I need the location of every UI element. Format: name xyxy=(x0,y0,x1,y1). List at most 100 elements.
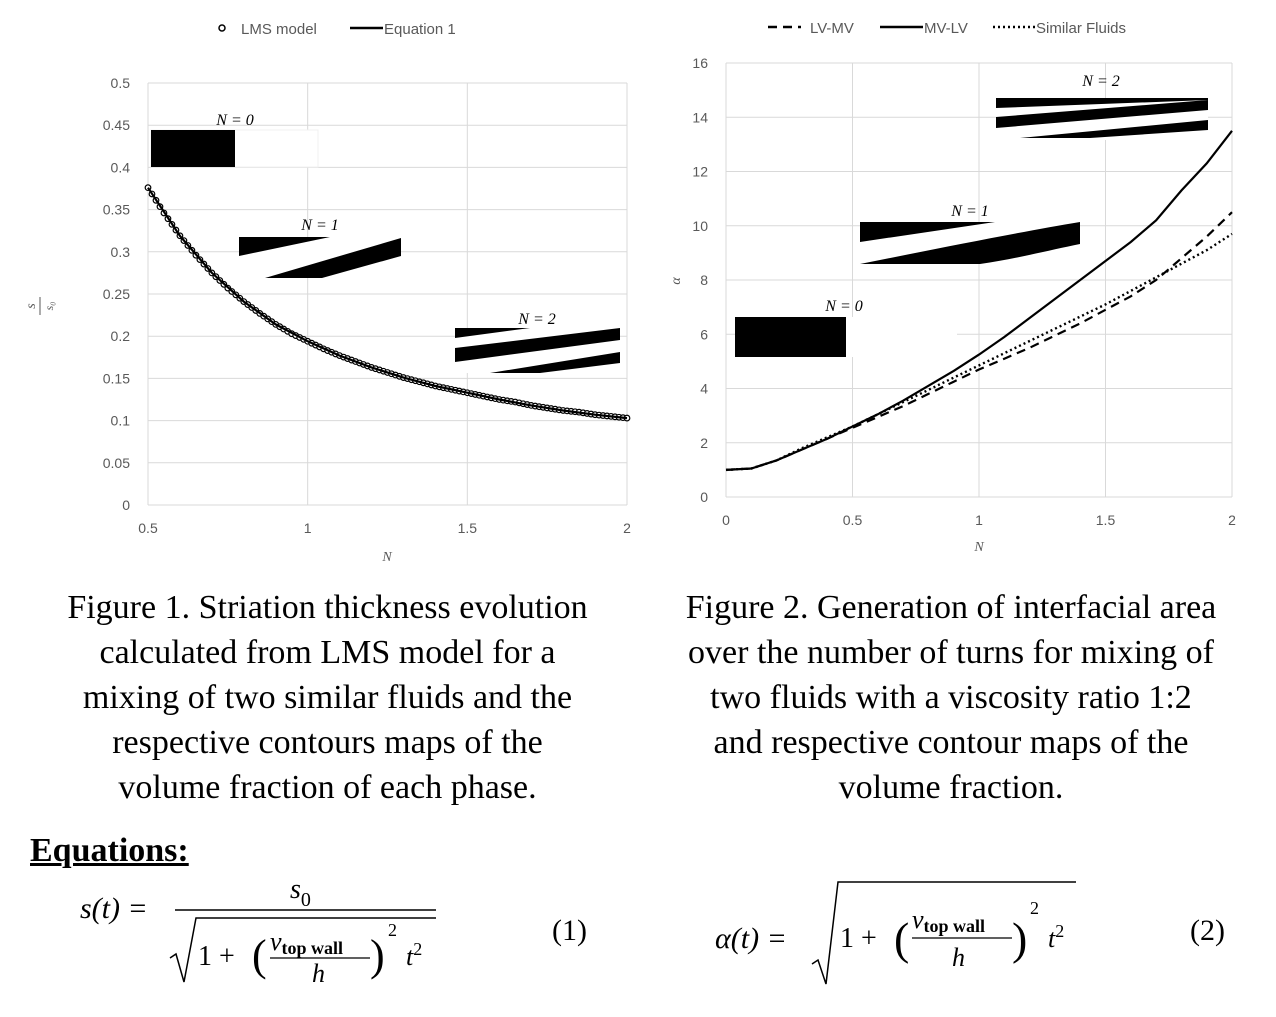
eq1-paren-left: ( xyxy=(252,931,267,980)
y-tick-label: 0 xyxy=(122,497,130,513)
y-title-numerator: s xyxy=(24,303,39,309)
chart2-y-ticks: 0 2 4 6 8 10 12 14 16 xyxy=(692,55,708,505)
chart-1: LMS model Equation 1 0 0.05 0.1 0.15 0.2 0.25… xyxy=(24,21,631,565)
eq1-numerator: s0 xyxy=(290,874,311,911)
inset-n1-band-bottom xyxy=(265,238,401,278)
eq2-lhs: α(t) = xyxy=(715,922,787,955)
x-tick-label: 1.5 xyxy=(1096,512,1116,528)
inset-n1-label: N = 1 xyxy=(950,203,988,220)
figure-2-caption: Figure 2. Generation of interfacial area… xyxy=(645,585,1257,810)
series-line-equation-1 xyxy=(147,187,628,420)
chart2-inset-n2: N = 2 xyxy=(996,73,1208,140)
caption-line: volume fraction. xyxy=(838,769,1064,806)
caption-line: Figure 2. Generation of interfacial area xyxy=(685,589,1217,626)
eq2-t: t2 xyxy=(1048,921,1064,953)
x-tick-label: 2 xyxy=(1228,512,1236,528)
chart1-inset-n2: N = 2 xyxy=(455,311,620,373)
eq1-paren-right: ) xyxy=(370,931,385,980)
legend-label-similar: Similar Fluids xyxy=(1036,20,1126,37)
eq1-t: t2 xyxy=(406,939,422,971)
y-title-denominator: s₀ xyxy=(42,302,56,311)
chart2-inset-n1: N = 1 xyxy=(860,203,1080,264)
eq1-v: vtop wall xyxy=(270,927,343,958)
inset-n2-band-3 xyxy=(1020,120,1208,138)
x-tick-label: 0 xyxy=(722,512,730,528)
chart1-legend: LMS model Equation 1 xyxy=(218,21,456,38)
equation-1: s(t) = s0 1 + ( vtop wall h ) 2 t2 xyxy=(80,874,436,988)
eq1-lhs: s(t) = xyxy=(80,892,148,925)
chart2-data xyxy=(725,130,1233,472)
caption-line: volume fraction of each phase. xyxy=(118,769,537,806)
inset-n2-label: N = 2 xyxy=(517,311,555,328)
inset-n2-band-2 xyxy=(996,100,1208,128)
eq2-sqrt-sign xyxy=(811,881,1076,985)
chart1-inset-n1: N = 1 xyxy=(239,217,401,278)
caption-line: over the number of turns for mixing of xyxy=(688,634,1214,671)
legend-label-eq1: Equation 1 xyxy=(384,21,456,38)
chart1-inset-n0: N = 0 xyxy=(150,112,319,168)
y-tick-label: 0.5 xyxy=(111,75,131,91)
x-tick-label: 0.5 xyxy=(843,512,863,528)
chart2-x-axis-title: N xyxy=(973,540,984,555)
inset-n2-band-1 xyxy=(455,328,530,338)
eq1-h: h xyxy=(312,959,325,988)
y-tick-label: 0.1 xyxy=(111,413,131,429)
series-line-similar-fluids xyxy=(725,232,1233,472)
y-tick-label: 0 xyxy=(700,489,708,505)
inset-n1-band-bottom xyxy=(860,222,1080,264)
y-tick-label: 0.45 xyxy=(103,117,130,133)
y-tick-label: 4 xyxy=(700,381,708,397)
y-tick-label: 12 xyxy=(692,164,708,180)
inset-n0-phase xyxy=(151,130,235,167)
x-tick-label: 1 xyxy=(975,512,983,528)
legend-label-lvmv: LV-MV xyxy=(810,20,854,37)
eq2-exp: 2 xyxy=(1030,898,1039,918)
chart1-y-axis-title: s s₀ xyxy=(24,297,56,315)
inset-n2-band-1 xyxy=(996,98,1208,108)
chart1-y-ticks: 0 0.05 0.1 0.15 0.2 0.25 0.3 0.35 0.4 0.45 0.5 xyxy=(103,75,130,513)
series-line-lv-mv xyxy=(725,211,1233,471)
y-tick-label: 8 xyxy=(700,272,708,288)
y-tick-label: 0.2 xyxy=(111,328,131,344)
eq1-sqrt-sign xyxy=(169,917,436,983)
caption-line: two fluids with a viscosity ratio 1:2 xyxy=(710,679,1192,716)
inset-n0-label: N = 0 xyxy=(824,298,862,315)
inset-n1-label: N = 1 xyxy=(300,217,338,234)
y-tick-label: 14 xyxy=(692,109,708,125)
x-tick-label: 1 xyxy=(304,520,312,536)
y-tick-label: 0.35 xyxy=(103,202,130,218)
y-tick-label: 0.15 xyxy=(103,370,130,386)
chart2-x-ticks: 0 0.5 1 1.5 2 xyxy=(722,512,1236,528)
eq2-paren-left: ( xyxy=(894,913,909,964)
chart2-inset-n0: N = 0 xyxy=(735,298,957,357)
eq2-one-plus: 1 + xyxy=(840,923,877,954)
y-tick-label: 10 xyxy=(692,218,708,234)
chart1-x-ticks: 0.5 1 1.5 2 xyxy=(138,520,631,536)
equation-2: α(t) = 1 + ( vtop wall h ) 2 t2 xyxy=(715,881,1076,985)
y-tick-label: 6 xyxy=(700,326,708,342)
inset-n0-label: N = 0 xyxy=(215,112,253,129)
y-tick-label: 2 xyxy=(700,435,708,451)
inset-n2-band-3 xyxy=(490,352,620,373)
eq2-paren-right: ) xyxy=(1012,913,1027,964)
chart1-data xyxy=(144,184,631,422)
legend-marker-lms xyxy=(218,24,226,32)
y-tick-label: 0.25 xyxy=(103,286,130,302)
y-tick-label: 0.05 xyxy=(103,455,130,471)
eq1-one-plus: 1 + xyxy=(198,941,235,972)
x-tick-label: 2 xyxy=(623,520,631,536)
chart2-y-axis-title: α xyxy=(669,277,684,285)
inset-n2-label: N = 2 xyxy=(1081,73,1119,90)
caption-line: and respective contour maps of the xyxy=(713,724,1189,761)
eq1-exp: 2 xyxy=(388,920,397,940)
x-tick-label: 1.5 xyxy=(458,520,478,536)
caption-line: respective contours maps of the xyxy=(112,724,543,761)
legend-label-lms: LMS model xyxy=(241,21,317,38)
inset-n0-phase xyxy=(735,317,846,357)
inset-n1-band-top xyxy=(860,222,995,242)
inset-n1-band-top xyxy=(239,237,330,256)
legend-label-mvlv: MV-LV xyxy=(924,20,968,37)
series-line-mv-lv xyxy=(725,130,1233,471)
caption-line: calculated from LMS model for a xyxy=(99,634,556,671)
caption-line: Figure 1. Striation thickness evolution xyxy=(67,589,588,626)
